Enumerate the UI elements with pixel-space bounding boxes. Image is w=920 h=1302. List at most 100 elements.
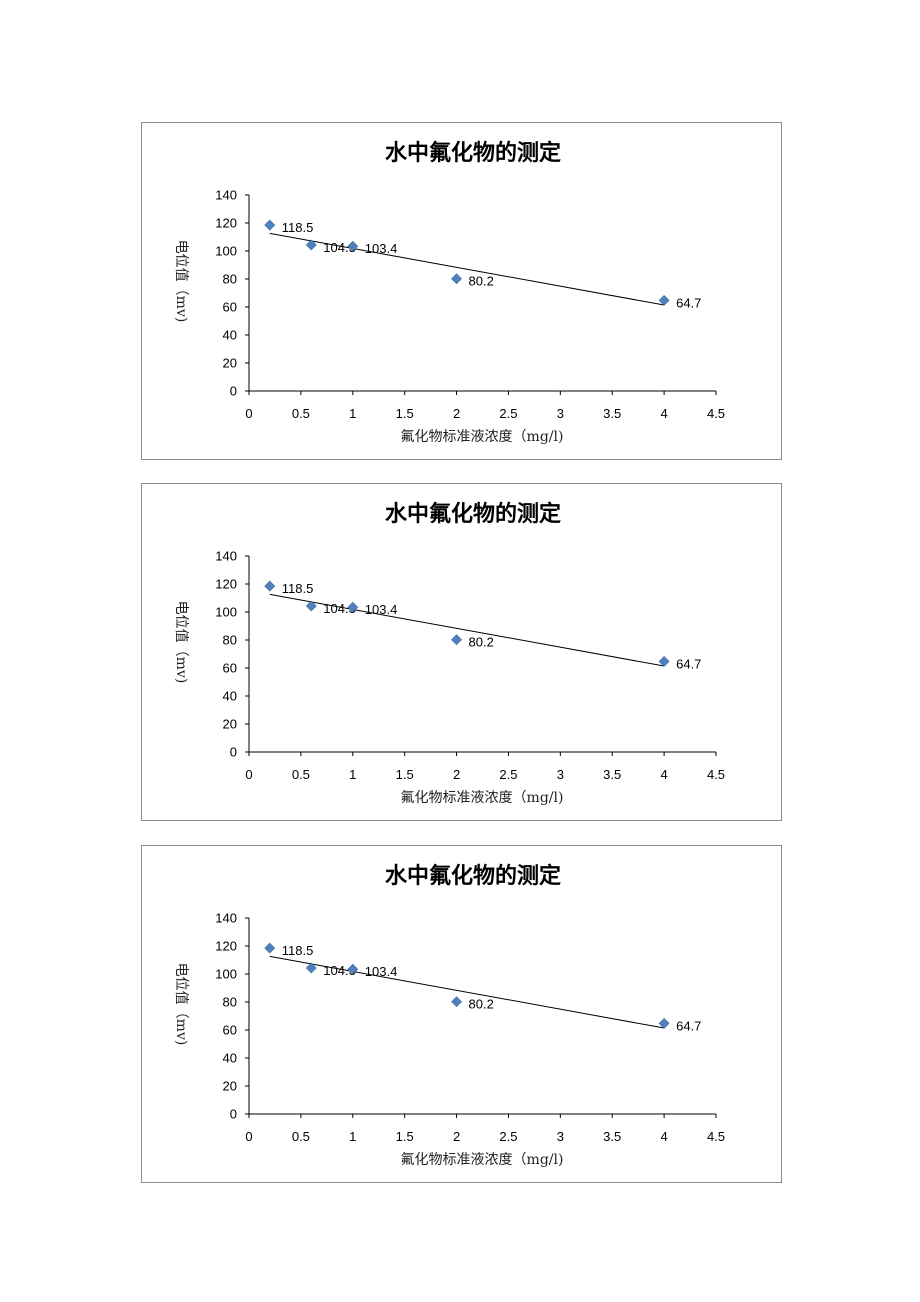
y-tick-label: 60 [223,300,237,315]
x-axis-title: 氟化物标准液浓度（mg/l) [401,1152,564,1168]
data-point [305,239,317,251]
x-tick-label: 3 [557,1129,564,1144]
chart-svg-3: 水中氟化物的测定 0 20 40 60 80 100 120 140 0 0.5 1 1.5 2 2.5 3 3… [173,863,725,1168]
data-point [264,219,276,231]
x-tick-label: 3 [557,767,564,782]
y-tick-label: 120 [215,939,237,954]
trendline [269,955,665,1029]
y-tick-label: 40 [223,689,237,704]
data-point [347,963,359,975]
data-point [451,634,462,646]
x-tick-label: 4 [660,767,667,782]
chart-title: 水中氟化物的测定 [385,863,561,889]
data-label: 64.7 [676,656,701,671]
y-tick-label: 20 [223,717,237,732]
y-tick-label: 60 [223,1023,237,1038]
data-point [264,942,276,954]
y-tick-label: 40 [223,1051,237,1066]
chart-svg-1: 水中氟化物的测定 0 20 40 60 80 100 120 140 0 0.5 1 1.5 2 2.5 3 3… [173,140,725,445]
data-point [305,962,317,974]
data-label: 104.3 [323,601,356,616]
data-label: 80.2 [469,274,494,289]
data-point [264,580,276,592]
data-point [347,601,359,613]
y-tick-label: 100 [215,605,237,620]
chart-panel-3: 水中氟化物的测定 0 20 40 60 80 100 120 140 0 0.5 1 1.5 2 2.5 3 3… [141,845,782,1183]
x-tick-label: 2 [453,1129,460,1144]
data-label: 118.5 [282,581,314,596]
x-tick-label: 4.5 [707,1129,725,1144]
y-tick-label: 0 [230,1107,237,1122]
data-point [658,655,670,667]
y-tick-label: 140 [215,549,237,564]
x-tick-label: 2 [453,406,460,421]
y-tick-label: 0 [230,745,237,760]
x-tick-label: 3.5 [603,767,621,782]
x-tick-label: 3.5 [603,1129,621,1144]
data-point [305,600,317,612]
data-point [451,273,462,285]
data-point [658,1017,670,1029]
y-tick-label: 20 [223,1079,237,1094]
y-tick-label: 140 [215,188,237,203]
data-label: 80.2 [469,635,494,650]
data-label: 103.4 [365,241,398,256]
x-tick-label: 4 [660,1129,667,1144]
x-tick-label: 2.5 [499,406,517,421]
data-point [658,294,670,306]
data-label: 118.5 [282,943,314,958]
data-label: 64.7 [676,295,701,310]
chart-title: 水中氟化物的测定 [385,140,561,166]
x-tick-label: 0 [245,406,252,421]
data-label: 104.3 [323,240,356,255]
x-tick-label: 2.5 [499,1129,517,1144]
data-label: 103.4 [365,964,398,979]
x-tick-label: 1 [349,767,356,782]
x-tick-label: 4.5 [707,406,725,421]
x-tick-label: 4 [660,406,667,421]
y-tick-label: 0 [230,384,237,399]
y-tick-label: 80 [223,633,237,648]
y-tick-label: 60 [223,661,237,676]
data-label: 103.4 [365,602,398,617]
y-axis-title: 电位值（mv) [173,963,189,1046]
x-tick-label: 0 [245,1129,252,1144]
x-tick-label: 0.5 [292,1129,310,1144]
x-axis-title: 氟化物标准液浓度（mg/l) [401,790,564,806]
chart-panel-2: 水中氟化物的测定 0 20 40 60 80 100 120 140 0 0.5 1 1.5 2 2.5 3 3… [141,483,782,821]
data-label: 64.7 [676,1018,701,1033]
x-tick-label: 2.5 [499,767,517,782]
x-tick-label: 1 [349,406,356,421]
y-tick-label: 100 [215,244,237,259]
chart-title: 水中氟化物的测定 [385,501,561,527]
x-tick-label: 3.5 [603,406,621,421]
y-tick-label: 80 [223,272,237,287]
y-axis-title: 电位值（mv) [173,240,189,323]
y-tick-label: 120 [215,216,237,231]
x-tick-label: 2 [453,767,460,782]
x-tick-label: 1 [349,1129,356,1144]
data-point [347,240,359,252]
y-axis-title: 电位值（mv) [173,601,189,684]
x-tick-label: 0.5 [292,767,310,782]
x-tick-label: 0.5 [292,406,310,421]
x-tick-label: 1.5 [396,406,414,421]
data-point [451,996,462,1008]
data-label: 104.3 [323,963,356,978]
chart-svg-2: 水中氟化物的测定 0 20 40 60 80 100 120 140 0 0.5 1 1.5 2 2.5 3 3… [173,501,725,806]
y-tick-label: 20 [223,356,237,371]
data-label: 118.5 [282,220,314,235]
x-tick-label: 0 [245,767,252,782]
chart-panel-1: 水中氟化物的测定 0 20 40 60 80 100 120 140 0 0.5 1 1.5 2 2.5 3 3… [141,122,782,460]
data-label: 80.2 [469,997,494,1012]
y-tick-label: 120 [215,577,237,592]
y-tick-label: 100 [215,967,237,982]
x-tick-label: 3 [557,406,564,421]
x-tick-label: 1.5 [396,1129,414,1144]
trendline [269,232,665,306]
x-tick-label: 1.5 [396,767,414,782]
y-tick-label: 80 [223,995,237,1010]
x-tick-label: 4.5 [707,767,725,782]
trendline [269,593,665,667]
x-axis-title: 氟化物标准液浓度（mg/l) [401,429,564,445]
